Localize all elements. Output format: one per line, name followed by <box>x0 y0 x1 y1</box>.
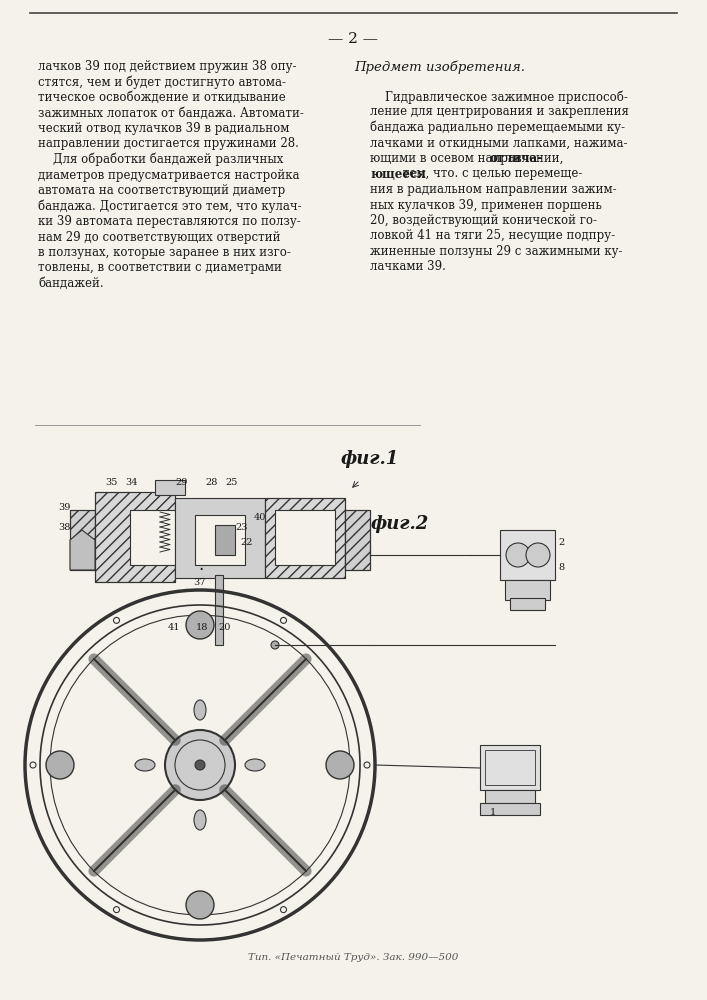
Circle shape <box>271 641 279 649</box>
Bar <box>345 510 370 570</box>
Bar <box>505 580 550 600</box>
Text: ческий отвод кулачков 39 в радиальном: ческий отвод кулачков 39 в радиальном <box>38 122 289 135</box>
Text: 20, воздействующий конической го-: 20, воздействующий конической го- <box>370 214 597 227</box>
Text: зажимных лопаток от бандажа. Автомати-: зажимных лопаток от бандажа. Автомати- <box>38 106 304 119</box>
Text: стятся, чем и будет достигнуто автома-: стятся, чем и будет достигнуто автома- <box>38 76 286 89</box>
Text: 37: 37 <box>193 578 206 587</box>
Text: 41: 41 <box>168 623 180 632</box>
Bar <box>480 803 540 815</box>
Text: ния в радиальном направлении зажим-: ния в радиальном направлении зажим- <box>370 183 617 196</box>
Bar <box>485 790 535 805</box>
Text: товлены, в соответствии с диаметрами: товлены, в соответствии с диаметрами <box>38 261 282 274</box>
Bar <box>195 515 245 565</box>
Circle shape <box>526 543 550 567</box>
Bar <box>215 525 235 555</box>
Text: ных кулачков 39, применен поршень: ных кулачков 39, применен поршень <box>370 198 602 212</box>
Text: 25: 25 <box>225 478 238 487</box>
Circle shape <box>186 611 214 639</box>
Text: тем, что. с целью перемеще-: тем, что. с целью перемеще- <box>399 167 583 180</box>
Circle shape <box>30 762 36 768</box>
Text: 28: 28 <box>205 478 217 487</box>
Text: лачков 39 под действием пружин 38 опу-: лачков 39 под действием пружин 38 опу- <box>38 60 296 73</box>
Text: тическое освобождение и откидывание: тическое освобождение и откидывание <box>38 91 286 104</box>
Text: ки 39 автомата переставляются по ползу-: ки 39 автомата переставляются по ползу- <box>38 215 300 228</box>
Text: диаметров предусматривается настройка: диаметров предусматривается настройка <box>38 168 300 182</box>
Ellipse shape <box>194 700 206 720</box>
Text: в ползунах, которые заранее в них изго-: в ползунах, которые заранее в них изго- <box>38 246 291 259</box>
Bar <box>485 750 535 785</box>
Text: Тип. «Печатный Труд». Зак. 990—500: Тип. «Печатный Труд». Зак. 990—500 <box>248 953 458 962</box>
Text: бандажа. Достигается это тем, что кулач-: бандажа. Достигается это тем, что кулач- <box>38 200 302 213</box>
Text: фиг.1: фиг.1 <box>340 450 398 468</box>
Text: 39: 39 <box>58 503 71 512</box>
Bar <box>275 510 335 565</box>
Bar <box>480 745 540 790</box>
Bar <box>345 510 370 570</box>
Ellipse shape <box>194 810 206 830</box>
Ellipse shape <box>245 759 265 771</box>
Text: 2: 2 <box>558 538 564 547</box>
Bar <box>155 480 185 495</box>
Text: жиненные ползуны 29 с зажимными ку-: жиненные ползуны 29 с зажимными ку- <box>370 245 622 258</box>
Bar <box>265 498 345 578</box>
Text: ловкой 41 на тяги 25, несущие подпру-: ловкой 41 на тяги 25, несущие подпру- <box>370 230 615 242</box>
Text: нам 29 до соответствующих отверстий: нам 29 до соответствующих отверстий <box>38 231 281 243</box>
Bar <box>215 575 223 645</box>
Circle shape <box>165 730 235 800</box>
Bar <box>95 492 175 582</box>
Ellipse shape <box>135 759 155 771</box>
Text: 18: 18 <box>196 623 209 632</box>
Text: 1: 1 <box>490 808 496 817</box>
Text: ющими в осевом направлении,: ющими в осевом направлении, <box>370 152 567 165</box>
Text: лачками 39.: лачками 39. <box>370 260 446 273</box>
Text: 20: 20 <box>218 623 230 632</box>
Bar <box>70 510 95 570</box>
Bar <box>95 492 175 582</box>
Circle shape <box>364 762 370 768</box>
Text: 23: 23 <box>235 523 247 532</box>
Text: Гидравлическое зажимное приспособ-: Гидравлическое зажимное приспособ- <box>370 90 628 104</box>
Circle shape <box>186 891 214 919</box>
Text: ющееся: ющееся <box>370 167 426 180</box>
Bar <box>510 598 545 610</box>
Text: направлении достигается пружинами 28.: направлении достигается пружинами 28. <box>38 137 299 150</box>
Text: бандажа радиально перемещаемыми ку-: бандажа радиально перемещаемыми ку- <box>370 121 625 134</box>
Text: 34: 34 <box>125 478 137 487</box>
Text: лачками и откидными лапками, нажима-: лачками и откидными лапками, нажима- <box>370 136 628 149</box>
Text: ление для центрирования и закрепления: ление для центрирования и закрепления <box>370 105 629 118</box>
Text: 29: 29 <box>175 478 187 487</box>
Text: Предмет изобретения.: Предмет изобретения. <box>354 60 525 74</box>
Polygon shape <box>70 530 95 570</box>
Text: 38: 38 <box>58 523 71 532</box>
Circle shape <box>281 907 286 913</box>
Text: Для обработки бандажей различных: Для обработки бандажей различных <box>38 153 284 166</box>
Circle shape <box>195 760 205 770</box>
Circle shape <box>114 907 119 913</box>
Text: 22: 22 <box>240 538 252 547</box>
Circle shape <box>506 543 530 567</box>
Text: ·: · <box>198 561 203 579</box>
Bar <box>130 510 175 565</box>
Bar <box>70 510 95 570</box>
Text: автомата на соответствующий диаметр: автомата на соответствующий диаметр <box>38 184 285 197</box>
Circle shape <box>281 617 286 623</box>
Bar <box>265 498 345 578</box>
Circle shape <box>114 617 119 623</box>
Text: 40: 40 <box>254 513 267 522</box>
Text: 35: 35 <box>105 478 117 487</box>
Text: бандажей.: бандажей. <box>38 277 104 290</box>
Circle shape <box>326 751 354 779</box>
Circle shape <box>46 751 74 779</box>
Text: отлича-: отлича- <box>489 152 542 165</box>
Bar <box>500 530 555 580</box>
Text: — 2 —: — 2 — <box>328 32 378 46</box>
Text: 8: 8 <box>558 563 564 572</box>
Text: фиг.2: фиг.2 <box>370 515 428 533</box>
Bar <box>175 498 265 578</box>
